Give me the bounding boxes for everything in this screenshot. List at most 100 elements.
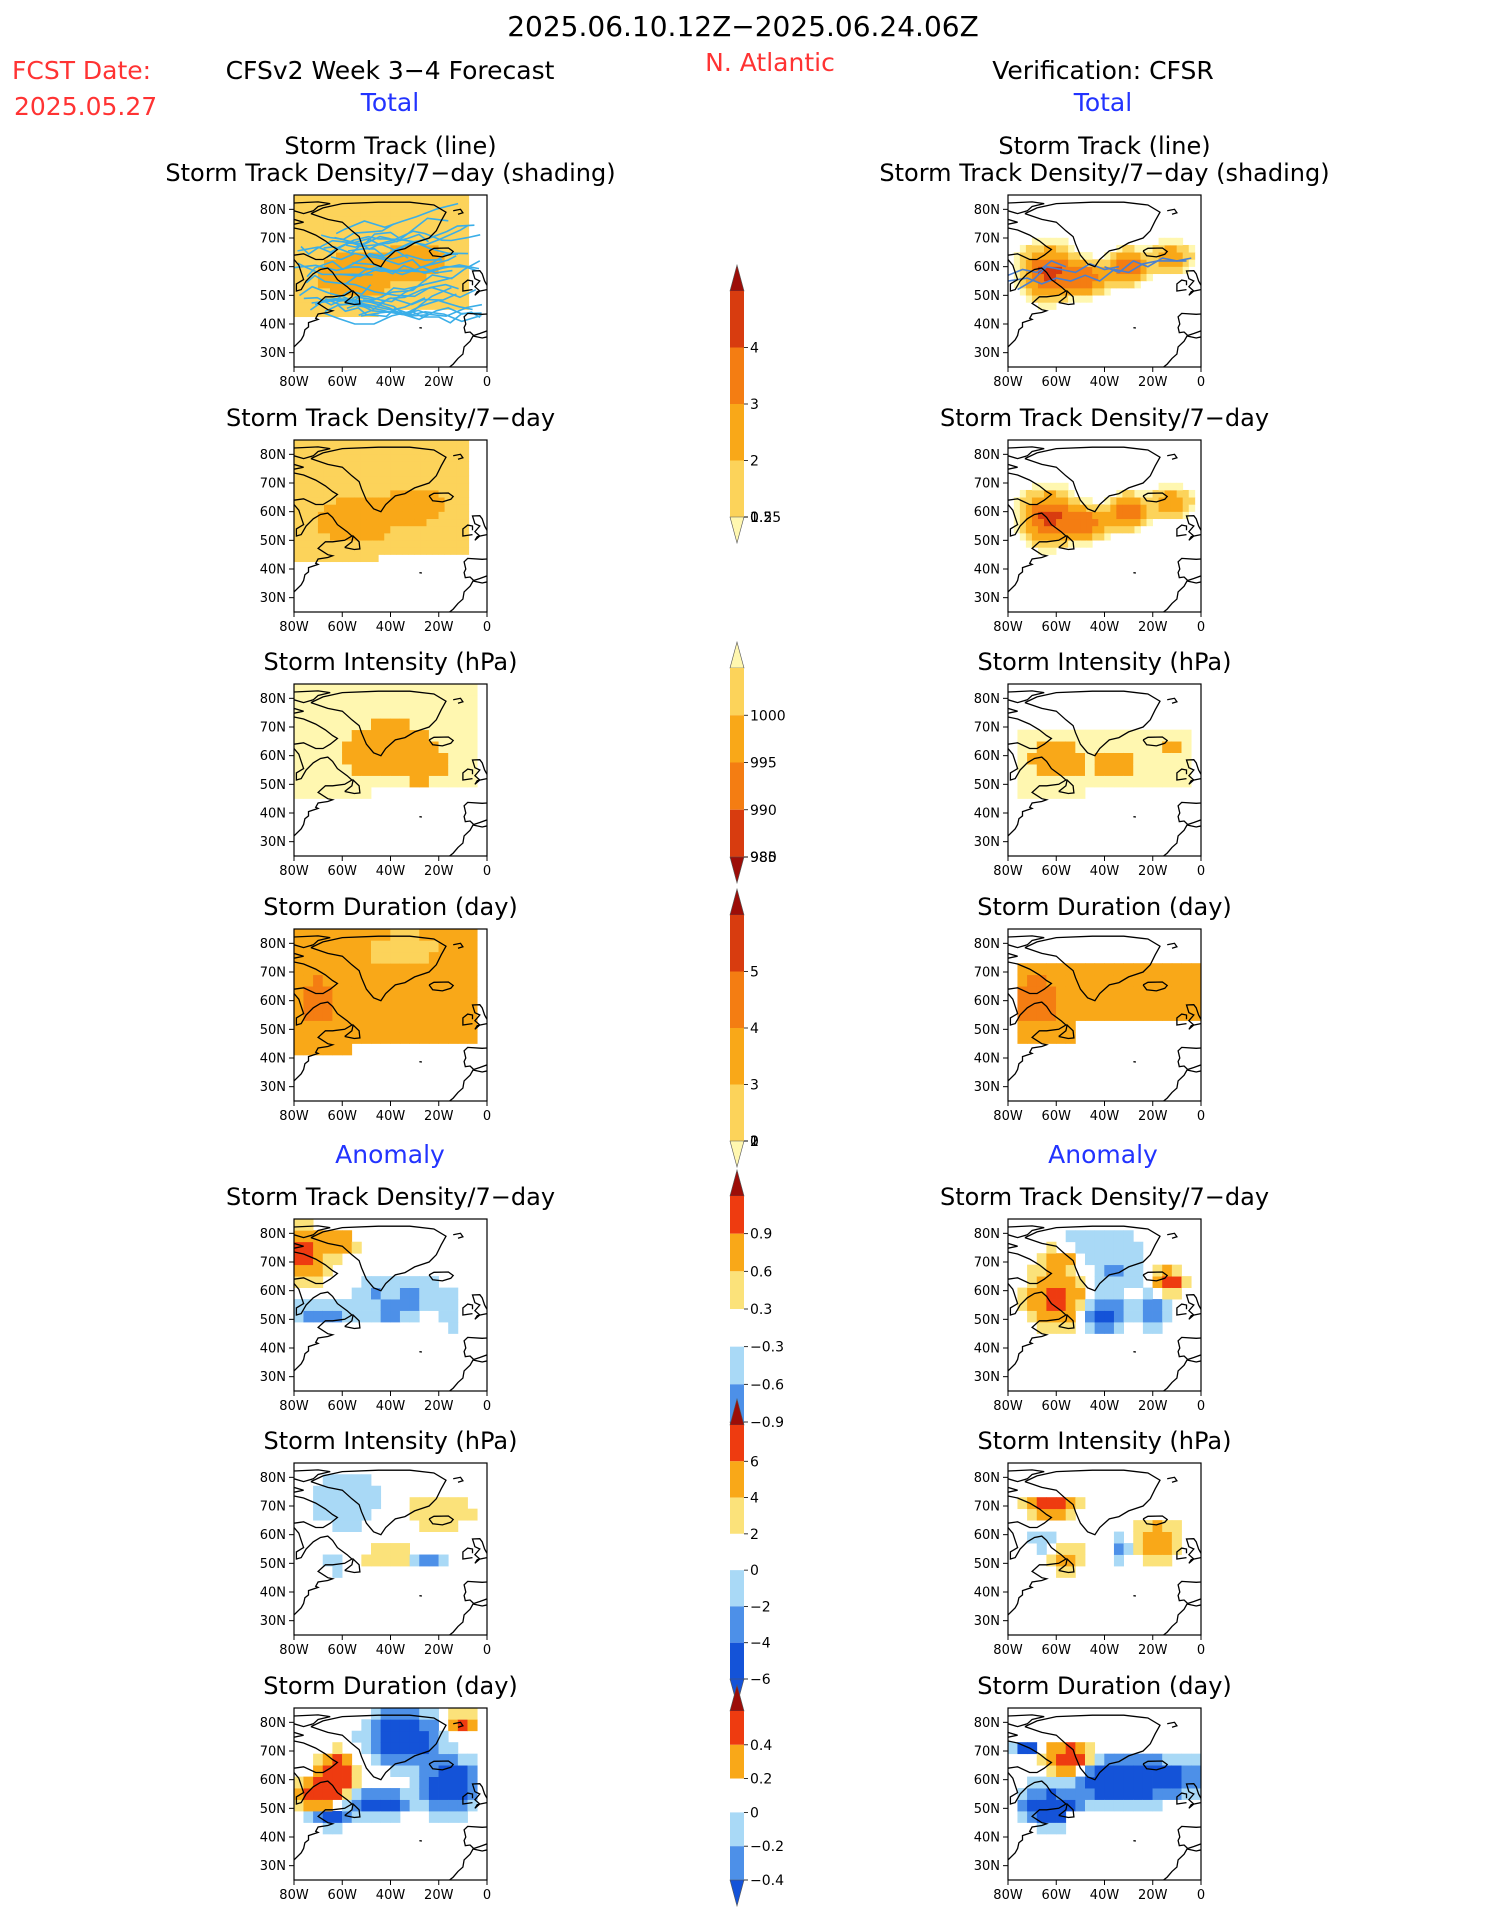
storm-track-line [305,274,459,298]
grid-cell [1122,273,1129,282]
grid-cell [462,504,470,512]
grid-cell [1162,1264,1173,1277]
colorbar-segment [730,1309,744,1347]
grid-cell [426,223,433,232]
grid-cell [1142,1799,1153,1812]
grid-cell [351,695,362,708]
grid-cell [414,511,421,520]
grid-cell [390,974,401,987]
grid-cell [444,511,452,520]
grid-cell [467,974,478,987]
grid-cell [448,764,459,776]
grid-cell [354,454,361,462]
grid-cell [1056,775,1067,788]
grid-cell [371,974,382,987]
grid-cell [1116,504,1123,512]
grid-cell [1037,511,1045,520]
grid-cell [317,504,325,512]
grid-cell [380,1009,391,1021]
coastline [294,690,331,704]
grid-cell [299,468,307,477]
coastline [310,935,447,1002]
grid-cell [372,547,379,555]
grid-cell [317,468,325,477]
grid-cell [299,446,307,455]
ytick-label: 80N [974,1471,1000,1486]
grid-cell [313,741,324,753]
grid-cell [428,741,439,753]
coastline [344,1802,361,1819]
grid-cell [323,195,331,203]
grid-cell [448,963,459,976]
grid-cell [372,223,379,232]
grid-cell [1176,259,1184,267]
grid-cell [380,1310,391,1323]
xtick-label: 80W [993,1888,1023,1903]
grid-cell [351,929,362,941]
colorbar-anom-duration: 0.40.20−0.2−0.4 [729,1683,784,1908]
colorbar-label: −0.4 [750,1873,784,1889]
grid-cell [1170,266,1178,275]
grid-cell [1075,1554,1086,1567]
grid-cell [1104,1241,1115,1254]
grid-cell [402,295,409,303]
grid-cell [380,775,391,788]
grid-cell [1074,287,1081,296]
grid-cell [1065,974,1076,987]
grid-cell [420,497,427,505]
coastline [453,208,464,215]
grid-cell [457,963,468,976]
grid-cell [390,752,401,765]
grid-cell [342,929,353,941]
grid-cell [1176,489,1184,498]
grid-cell [1181,963,1192,976]
grid-cell [1113,974,1124,987]
grid-cell [303,1788,314,1800]
grid-cell [1171,1543,1182,1555]
grid-cell [1176,504,1184,512]
colorbar-top-arrow [729,263,745,292]
grid-cell [348,440,355,448]
grid-cell [390,252,397,260]
grid-cell [409,1765,420,1777]
grid-cell [294,963,304,976]
grid-cell [1164,504,1172,512]
grid-cell [354,461,361,469]
grid-cell [399,1765,410,1777]
ytick-label: 30N [260,1614,286,1629]
grid-cell [322,764,333,776]
grid-cell [428,963,439,976]
grid-cell [1171,752,1182,765]
coastlines [294,1714,487,1880]
grid-cell [467,929,478,941]
grid-cell [1104,259,1111,267]
grid-cell [438,266,445,275]
grid-cell [1062,525,1069,534]
grid-cell [426,252,433,260]
grid-cell [432,532,439,541]
grid-cell [305,237,313,246]
grid-cell [1181,775,1192,788]
grid-cell [396,273,403,282]
grid-cell [322,1788,333,1800]
coastline [1176,1013,1188,1026]
coastline [1024,446,1161,513]
grid-cell [1056,1742,1067,1755]
coastline [1163,1359,1201,1391]
grid-cell [1133,1241,1144,1254]
grid-cell [1080,273,1087,282]
grid-cell [450,489,458,498]
grid-cell [305,230,313,239]
grid-cell [380,1708,391,1720]
grid-cell [1142,1765,1153,1777]
grid-cell [322,951,333,964]
grid-cell [1113,1531,1124,1544]
grid-cell [450,280,458,289]
grid-cell [1074,497,1081,505]
grid-cell [462,273,470,282]
grid-cell [399,764,410,776]
grid-cell [1191,1009,1201,1021]
coastline [294,961,339,995]
grid-cell [371,741,382,753]
